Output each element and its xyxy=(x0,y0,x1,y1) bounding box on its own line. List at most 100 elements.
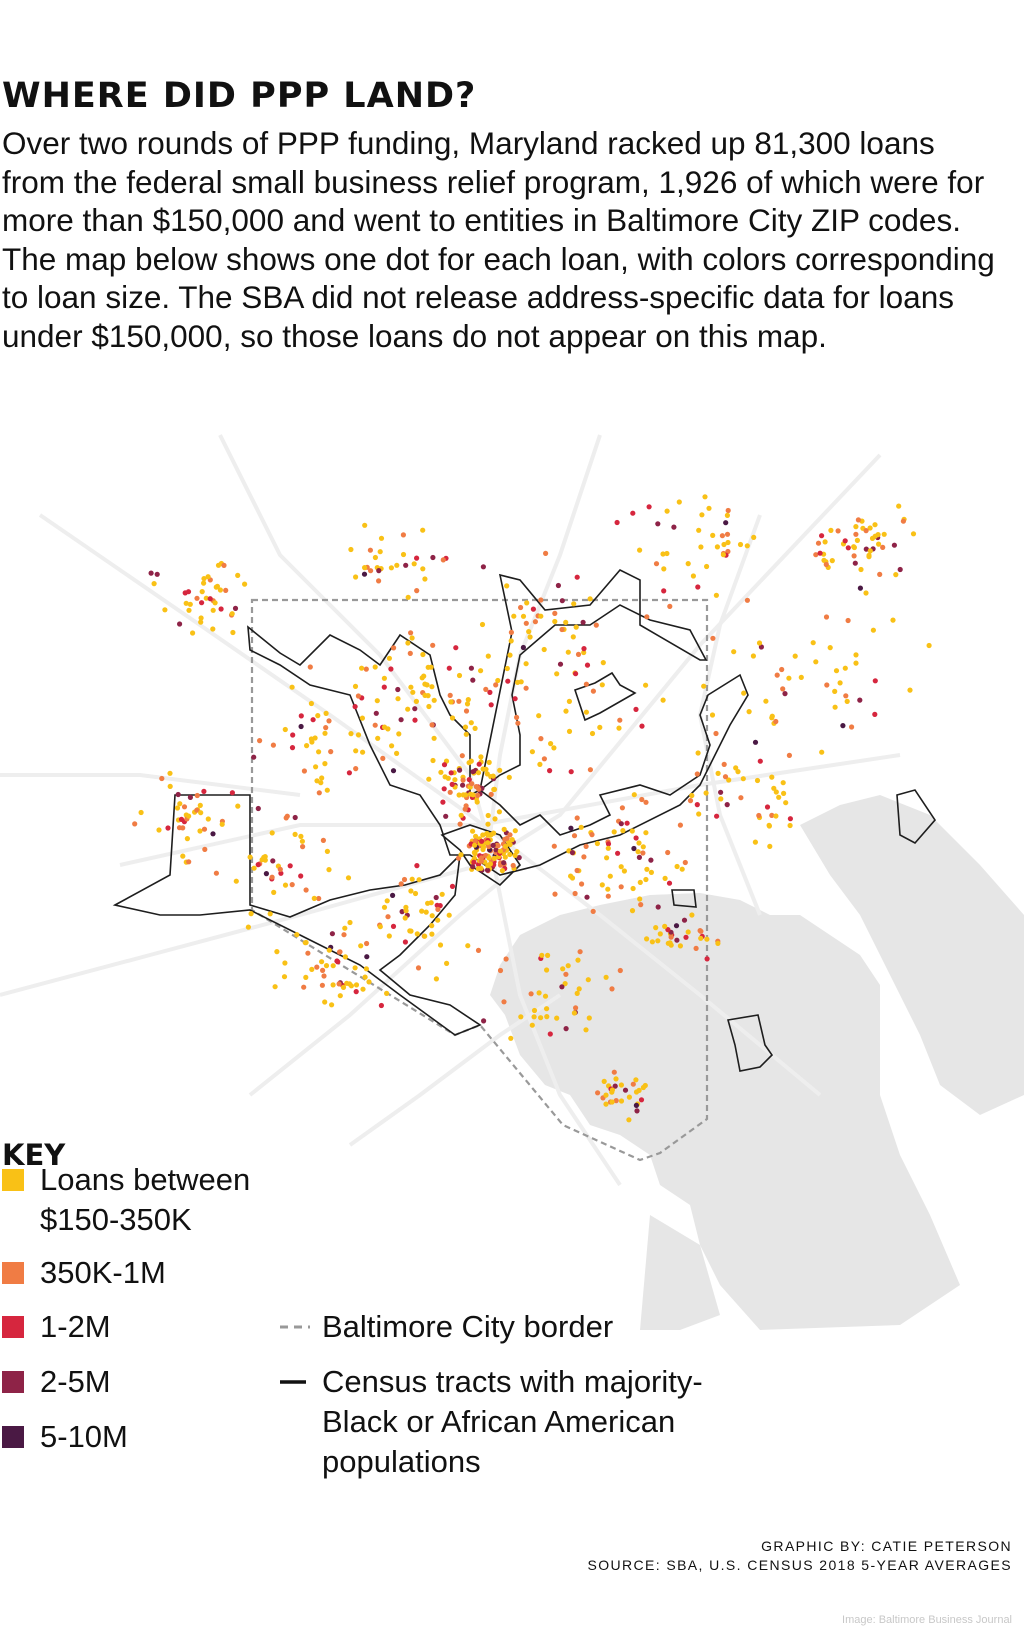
loan-dot xyxy=(560,966,566,972)
loan-dot xyxy=(617,717,623,723)
loan-dot xyxy=(853,531,859,537)
loan-dot xyxy=(704,956,710,962)
loan-dot xyxy=(725,507,731,514)
loan-dot xyxy=(151,581,157,587)
loan-dot xyxy=(437,942,444,948)
loan-dot xyxy=(232,605,239,611)
loan-dot xyxy=(893,572,899,578)
loan-dot xyxy=(235,803,241,809)
loan-dot xyxy=(199,589,205,595)
loan-dot xyxy=(853,660,859,666)
loan-dot xyxy=(721,541,727,548)
loan-dot xyxy=(251,865,257,871)
loan-dot xyxy=(364,954,370,960)
loan-dot xyxy=(212,600,218,606)
loan-dot xyxy=(398,881,404,887)
loan-dot xyxy=(552,891,558,897)
loan-dot xyxy=(223,587,229,593)
loan-dot xyxy=(425,900,431,906)
loan-dot xyxy=(769,774,775,780)
loan-dot xyxy=(764,804,771,810)
loan-dot xyxy=(640,1084,647,1091)
loan-dot xyxy=(381,675,387,681)
loan-dot xyxy=(329,931,335,937)
loan-dot xyxy=(428,664,434,670)
loan-dot xyxy=(290,732,296,738)
loan-dot xyxy=(781,790,787,796)
water-layer xyxy=(490,795,1024,1330)
loan-dot xyxy=(863,546,869,552)
loan-dot xyxy=(779,666,785,673)
loan-dot xyxy=(559,598,565,604)
loan-dot xyxy=(776,794,782,800)
loan-dot xyxy=(322,730,328,736)
city-border xyxy=(250,598,709,1162)
loan-dot xyxy=(621,868,628,874)
loan-dot xyxy=(198,619,204,625)
loan-dot xyxy=(575,957,581,963)
loan-dot xyxy=(201,580,207,586)
loan-dot xyxy=(773,789,779,795)
loan-dot xyxy=(603,1101,609,1107)
loan-dot xyxy=(843,693,849,699)
loan-dot xyxy=(648,857,654,863)
dashed-line-icon xyxy=(280,1325,310,1329)
loan-dot xyxy=(399,909,405,915)
loan-dot xyxy=(207,596,213,602)
loan-dot xyxy=(362,565,368,571)
loan-dot xyxy=(574,815,580,821)
loan-dot xyxy=(423,909,429,915)
loan-dot xyxy=(661,588,667,594)
loan-dot xyxy=(867,548,873,554)
loan-dot xyxy=(769,812,775,818)
loan-dot xyxy=(590,688,597,694)
loan-dot xyxy=(453,645,459,651)
loan-dot xyxy=(655,521,661,527)
loan-dot xyxy=(626,1094,633,1100)
loan-dot xyxy=(485,832,491,838)
loan-dot xyxy=(412,890,419,897)
loan-dot xyxy=(518,1014,524,1020)
legend-label-city-border: Baltimore City border xyxy=(322,1309,614,1344)
loan-dot xyxy=(408,888,414,894)
loan-dot xyxy=(653,925,659,931)
loan-dot xyxy=(217,587,223,593)
loan-dot xyxy=(694,771,700,777)
loan-dot xyxy=(478,754,484,760)
loan-dot xyxy=(364,940,370,947)
loan-dot xyxy=(586,1015,592,1021)
loan-dot xyxy=(463,803,469,809)
loan-dot xyxy=(319,775,325,781)
loan-dot xyxy=(867,525,873,531)
loan-dot xyxy=(257,738,263,744)
loan-dot xyxy=(201,576,207,582)
key-title: KEY xyxy=(2,1138,66,1172)
loan-dot xyxy=(872,711,878,717)
loan-dot xyxy=(829,558,835,564)
loan-dot xyxy=(863,528,869,534)
loan-dot xyxy=(630,510,636,516)
loan-dot xyxy=(844,698,850,704)
loan-dot xyxy=(308,736,314,742)
loan-dot xyxy=(653,561,660,567)
loan-dot xyxy=(510,862,516,869)
loan-dot xyxy=(671,524,677,530)
loan-dot xyxy=(181,804,188,810)
loan-dot xyxy=(721,761,727,767)
loan-dot xyxy=(855,517,862,523)
loan-dot xyxy=(445,775,451,781)
loan-dot xyxy=(667,603,673,609)
loan-dot xyxy=(891,542,898,548)
loan-dot xyxy=(571,833,578,839)
loan-dot xyxy=(563,708,569,714)
loan-dot xyxy=(348,731,354,737)
loan-dot xyxy=(353,766,359,772)
loan-dot xyxy=(594,840,601,847)
loan-dot xyxy=(872,533,878,539)
loan-dot xyxy=(441,786,447,792)
loan-dot xyxy=(523,685,529,691)
loan-dot xyxy=(277,866,283,872)
loan-dot xyxy=(698,928,704,934)
loan-dot xyxy=(491,830,497,836)
loan-dot xyxy=(497,848,503,854)
